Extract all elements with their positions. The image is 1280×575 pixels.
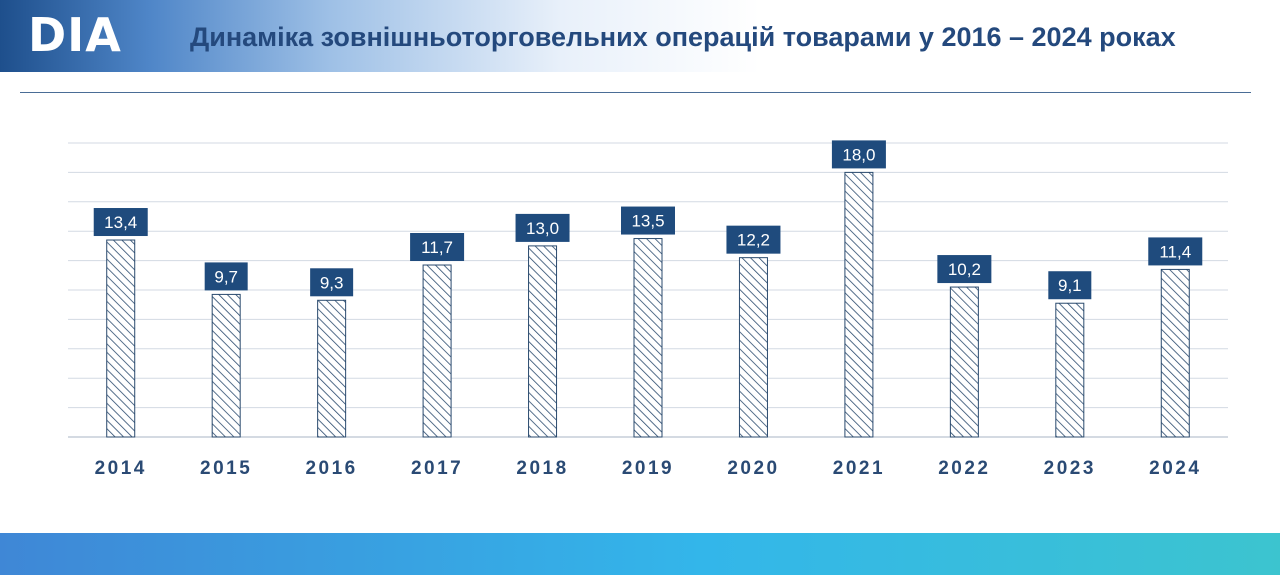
bar-2018 <box>528 245 558 438</box>
x-tick-2024: 2024 <box>1149 458 1201 479</box>
x-tick-2017: 2017 <box>411 458 463 479</box>
data-label-box-2021 <box>831 140 886 169</box>
bar-2015 <box>211 293 241 438</box>
bar-chart: 13,4 9,7 9,3 11,7 13,0 13,5 12,2 18,0 10,2 9,1 11,… <box>68 140 1228 479</box>
x-axis-ticks: 2014 2015 2016 2017 2018 2019 2020 2021 2022 2023… <box>95 458 1201 479</box>
x-tick-2021: 2021 <box>833 458 885 479</box>
x-tick-2020: 2020 <box>727 458 779 479</box>
data-label-2020: 12,2 <box>737 231 770 250</box>
bar-2016 <box>317 299 347 438</box>
data-label-box-2018 <box>515 213 570 242</box>
data-label-2022: 10,2 <box>948 260 981 279</box>
bars <box>106 171 1190 438</box>
data-label-box-2020 <box>726 225 781 254</box>
bar-2022 <box>949 286 979 438</box>
data-label-2018: 13,0 <box>526 219 559 238</box>
data-label-2019: 13,5 <box>631 212 664 231</box>
bar-2017 <box>422 264 452 438</box>
page-title: Динаміка зовнішньоторговельних операцій … <box>190 22 1176 52</box>
bar-2024 <box>1160 268 1190 438</box>
data-label-box-2023 <box>1048 271 1092 300</box>
data-label-2016: 9,3 <box>320 273 344 292</box>
x-tick-2015: 2015 <box>200 458 252 479</box>
data-label-box-2014 <box>93 208 148 237</box>
data-label-box-2016 <box>310 268 354 297</box>
x-tick-2022: 2022 <box>938 458 990 479</box>
data-label-box-2022 <box>937 255 992 284</box>
data-label-2021: 18,0 <box>842 145 875 164</box>
x-tick-2018: 2018 <box>516 458 568 479</box>
header-divider <box>20 92 1251 93</box>
data-label-box-2019 <box>621 206 675 235</box>
data-label-box-2017 <box>410 233 465 262</box>
bar-2014 <box>106 239 136 438</box>
bar-2023 <box>1055 302 1085 438</box>
data-label-2023: 9,1 <box>1058 276 1082 295</box>
data-label-2015: 9,7 <box>214 267 238 286</box>
x-tick-2023: 2023 <box>1044 458 1096 479</box>
data-labels: 13,4 9,7 9,3 11,7 13,0 13,5 12,2 18,0 10,2 9,1 11,… <box>93 140 1203 300</box>
bar-2019 <box>633 238 663 438</box>
dia-logo: DIA <box>28 8 122 62</box>
x-tick-2016: 2016 <box>305 458 357 479</box>
header-banner: DIA Динаміка зовнішньоторговельних опера… <box>0 0 1280 72</box>
data-label-2014: 13,4 <box>104 213 137 232</box>
data-label-2017: 11,7 <box>421 238 453 257</box>
footer-accent-bar <box>0 533 1280 575</box>
data-label-box-2024 <box>1148 237 1203 266</box>
x-tick-2019: 2019 <box>622 458 674 479</box>
data-label-2024: 11,4 <box>1159 242 1191 261</box>
x-tick-2014: 2014 <box>95 458 147 479</box>
data-label-box-2015 <box>204 262 248 291</box>
bar-2020 <box>738 257 768 438</box>
bar-2021 <box>844 171 874 438</box>
